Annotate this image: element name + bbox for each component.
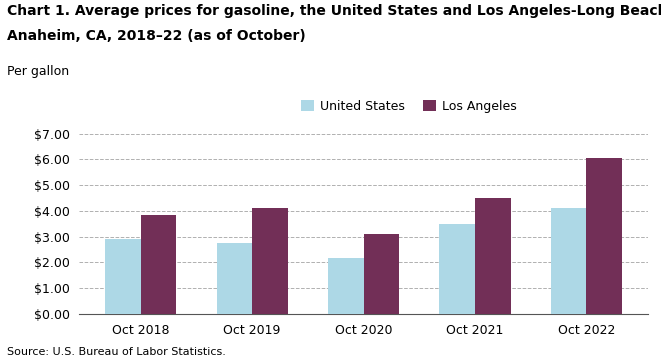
Bar	[217, 243, 253, 314]
Text: Anaheim, CA, 2018–22 (as of October): Anaheim, CA, 2018–22 (as of October)	[7, 29, 305, 43]
Bar	[328, 258, 364, 314]
Text: Per gallon: Per gallon	[7, 65, 69, 78]
Bar	[253, 208, 288, 314]
Bar	[475, 198, 510, 314]
Bar	[551, 208, 586, 314]
Bar	[364, 234, 399, 314]
Legend: United States, Los Angeles: United States, Los Angeles	[296, 95, 522, 118]
Text: Source: U.S. Bureau of Labor Statistics.: Source: U.S. Bureau of Labor Statistics.	[7, 347, 225, 357]
Text: Chart 1. Average prices for gasoline, the United States and Los Angeles-Long Bea: Chart 1. Average prices for gasoline, th…	[7, 4, 661, 18]
Bar	[440, 224, 475, 314]
Bar	[586, 158, 622, 314]
Bar	[141, 215, 176, 314]
Bar	[105, 239, 141, 314]
